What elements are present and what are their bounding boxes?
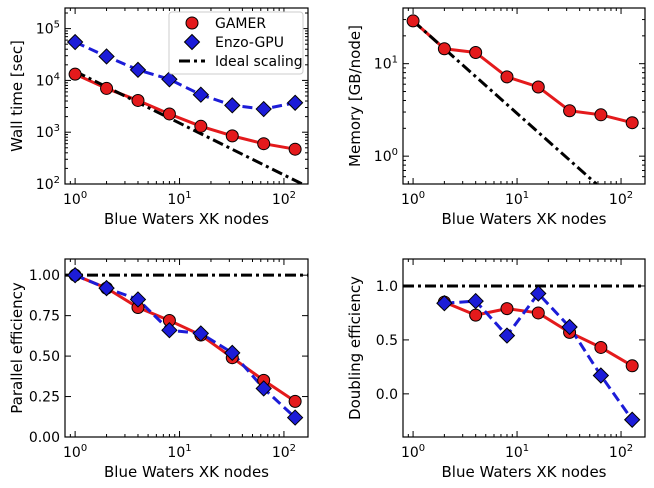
- data-point-enzo-gpu: [161, 321, 178, 339]
- data-point-enzo-gpu: [66, 33, 84, 51]
- panel-walltime: 100 101 102 102 103 104 105 Blue Waters XK node…: [8, 7, 309, 228]
- y-tick-label: 0.50: [29, 349, 60, 365]
- y-tick-label: 0.75: [29, 309, 60, 325]
- x-tick-label: 100: [63, 190, 87, 208]
- data-point-enzo-gpu: [286, 94, 304, 111]
- y-axis-label: Wall time [sec]: [8, 40, 26, 152]
- x-axis-label: Blue Waters XK nodes: [104, 463, 269, 481]
- data-point-gamer: [594, 340, 608, 354]
- series-line-gamer: [412, 19, 633, 125]
- y-axis-label: Memory [GB/node]: [346, 25, 364, 167]
- x-tick-label: 102: [272, 190, 296, 208]
- series-line-enzo-gpu: [74, 273, 297, 419]
- data-point-gamer: [257, 137, 271, 151]
- data-point-gamer: [500, 70, 514, 84]
- data-point-enzo-gpu: [192, 325, 210, 342]
- x-tick-label: 102: [272, 443, 296, 461]
- legend-label: Ideal scaling: [215, 54, 303, 70]
- data-point-gamer: [469, 46, 483, 60]
- data-point-gamer: [100, 81, 114, 95]
- data-point-gamer: [563, 104, 577, 118]
- x-tick-label: 100: [63, 443, 87, 461]
- data-point-enzo-gpu: [66, 266, 84, 284]
- x-tick-label: 101: [505, 190, 529, 208]
- data-point-gamer: [288, 394, 302, 408]
- y-tick-label: 105: [36, 20, 60, 38]
- data-point-gamer: [68, 67, 82, 81]
- data-point-enzo-gpu: [530, 285, 547, 302]
- x-tick-label: 100: [401, 190, 425, 208]
- y-tick-label: 1.0: [376, 279, 398, 295]
- data-point-gamer: [406, 14, 420, 28]
- panel-doubling: 100 101 102 0.0 0.5 1.0 Blue Waters XK nodes Do…: [346, 258, 646, 481]
- data-point-enzo-gpu: [623, 411, 641, 428]
- y-tick-label: 0.0: [376, 387, 398, 403]
- legend-label: Enzo-GPU: [215, 35, 284, 51]
- data-point-enzo-gpu: [129, 291, 147, 308]
- data-point-gamer: [625, 116, 639, 130]
- data-point-enzo-gpu: [255, 380, 272, 397]
- y-tick-label: 101: [374, 55, 398, 73]
- y-tick-label: 1.00: [29, 268, 60, 284]
- data-point-gamer: [625, 359, 639, 373]
- data-point-gamer: [288, 142, 302, 156]
- data-point-enzo-gpu: [255, 100, 272, 118]
- y-tick-label: 102: [36, 175, 60, 193]
- data-point-enzo-gpu: [192, 86, 210, 103]
- panel-parallel: 100 101 102 0.00 0.25 0.50 0.75 1.00 Blue Waters…: [8, 258, 309, 481]
- x-tick-label: 101: [167, 190, 191, 208]
- data-point-enzo-gpu: [224, 344, 241, 362]
- y-tick-label: 104: [36, 71, 60, 89]
- data-point-gamer: [531, 306, 545, 320]
- x-tick-label: 102: [609, 443, 633, 461]
- legend-marker: [183, 33, 201, 51]
- data-point-enzo-gpu: [498, 327, 516, 344]
- data-point-enzo-gpu: [467, 292, 484, 310]
- x-tick-label: 102: [609, 190, 633, 208]
- data-point-enzo-gpu: [436, 295, 453, 312]
- data-point-gamer: [437, 42, 451, 56]
- y-tick-label: 0.00: [29, 430, 60, 446]
- data-point-gamer: [469, 308, 483, 322]
- y-tick-label: 103: [36, 123, 60, 141]
- y-tick-label: 100: [374, 147, 398, 165]
- plot-area: [65, 273, 308, 419]
- data-point-enzo-gpu: [161, 71, 178, 88]
- axes-frame: [64, 258, 309, 438]
- axes-frame: [402, 258, 646, 438]
- x-axis-label: Blue Waters XK nodes: [441, 210, 606, 228]
- axes-frame: [402, 7, 646, 185]
- data-point-enzo-gpu: [98, 48, 115, 65]
- data-point-enzo-gpu: [129, 61, 147, 79]
- legend-marker: [185, 16, 199, 30]
- legend-box: [168, 11, 304, 75]
- data-point-enzo-gpu: [98, 279, 115, 297]
- panel-memory: 100 101 102 100 101 Blue Waters XK nodes Memor…: [346, 7, 646, 228]
- y-axis-label: Doubling efficiency: [346, 276, 364, 420]
- x-axis-label: Blue Waters XK nodes: [441, 463, 606, 481]
- y-tick-label: 0.5: [376, 333, 398, 349]
- data-point-gamer: [594, 108, 608, 122]
- x-tick-label: 101: [505, 443, 529, 461]
- data-point-gamer: [162, 107, 176, 121]
- legend: GAMER Enzo-GPU Ideal scaling: [168, 11, 304, 75]
- x-axis-label: Blue Waters XK nodes: [104, 210, 269, 228]
- data-point-gamer: [131, 93, 145, 107]
- series-line-ideal-scaling: [412, 19, 598, 184]
- data-point-enzo-gpu: [561, 318, 578, 336]
- y-tick-label: 0.25: [29, 390, 60, 406]
- y-axis-label: Parallel efficiency: [8, 282, 26, 414]
- data-point-gamer: [500, 302, 514, 316]
- data-point-gamer: [225, 129, 239, 143]
- data-point-enzo-gpu: [592, 367, 610, 384]
- data-point-enzo-gpu: [286, 409, 304, 426]
- data-point-gamer: [194, 119, 208, 133]
- data-point-enzo-gpu: [224, 97, 241, 114]
- data-point-gamer: [531, 80, 545, 94]
- legend-label: GAMER: [215, 16, 266, 32]
- axes-frame: [64, 7, 309, 185]
- x-tick-label: 101: [167, 443, 191, 461]
- x-tick-label: 100: [401, 443, 425, 461]
